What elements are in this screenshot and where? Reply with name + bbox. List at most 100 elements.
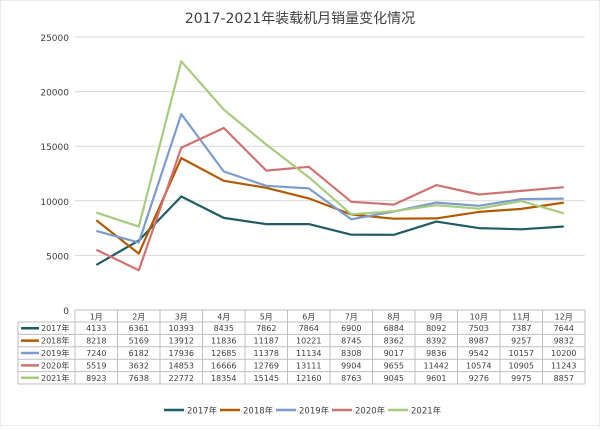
data-label: 11836 (211, 337, 236, 346)
legend-label: 2017年 (187, 406, 218, 417)
data-label: 9276 (469, 374, 489, 383)
data-label: 8308 (341, 349, 361, 358)
series-line (95, 195, 564, 266)
series-line (95, 126, 564, 272)
series-line (96, 112, 564, 244)
data-label: 8987 (469, 337, 489, 346)
x-tick-label: 10月 (470, 313, 488, 322)
legend-label: 2019年 (299, 406, 330, 417)
data-label: 11378 (254, 349, 279, 358)
data-label: 9904 (341, 361, 361, 370)
data-label: 7644 (554, 324, 574, 333)
table-series-label: 2018年 (41, 336, 69, 346)
data-label: 10157 (509, 349, 534, 358)
data-label: 9975 (511, 374, 531, 383)
y-tick-label: 20000 (40, 89, 69, 99)
data-label: 11134 (296, 349, 321, 358)
y-tick-label: 15000 (40, 143, 69, 153)
y-tick-label: 5000 (46, 252, 69, 262)
x-tick-label: 9月 (430, 313, 443, 322)
data-label: 16666 (211, 361, 236, 370)
x-tick-label: 7月 (345, 313, 358, 322)
x-tick-label: 4月 (217, 313, 230, 322)
y-tick-label: 10000 (40, 198, 69, 208)
data-label: 12160 (296, 374, 321, 383)
data-label: 9257 (511, 337, 531, 346)
legend-label: 2020年 (355, 406, 386, 417)
data-label: 14853 (169, 361, 194, 370)
data-label: 6884 (384, 324, 404, 333)
legend-label: 2021年 (411, 406, 442, 417)
x-tick-label: 1月 (90, 313, 103, 322)
data-label: 8218 (86, 337, 106, 346)
data-label: 6900 (341, 324, 361, 333)
chart-title: 2017-2021年装载机月销量变化情况 (185, 11, 415, 27)
x-tick-label: 11月 (512, 313, 530, 322)
data-label: 5519 (86, 361, 106, 370)
data-label: 13912 (169, 337, 194, 346)
data-label: 8392 (426, 337, 446, 346)
data-label: 3632 (129, 361, 149, 370)
data-table: 1月 2月 3月 4月 5月 6月 7月 8月 9月 10月 11月 12月 2017年 4133 6361… (17, 309, 586, 385)
x-tick-label: 3月 (175, 313, 188, 322)
legend: 2017年 2018年 2019年 2020年 2021年 (164, 406, 442, 417)
data-label: 11442 (424, 361, 449, 370)
x-tick-label: 5月 (260, 313, 273, 322)
data-label: 12769 (254, 361, 279, 370)
data-label: 8435 (214, 324, 234, 333)
x-tick-label: 2月 (132, 313, 145, 322)
data-label: 12685 (211, 349, 236, 358)
data-label: 5169 (129, 337, 149, 346)
table-series-label: 2021年 (41, 373, 69, 383)
data-label: 9017 (384, 349, 404, 358)
data-label: 9045 (384, 374, 404, 383)
table-series-label: 2019年 (41, 348, 69, 358)
y-tick-label: 0 (63, 307, 69, 317)
data-label: 8092 (426, 324, 446, 333)
data-label: 10393 (169, 324, 194, 333)
data-label: 4133 (86, 324, 106, 333)
data-label: 9836 (426, 349, 446, 358)
data-label: 7387 (511, 324, 531, 333)
data-label: 17936 (169, 349, 194, 358)
data-label: 13111 (296, 361, 321, 370)
table-series-label: 2017年 (41, 323, 69, 333)
data-label: 7862 (256, 324, 276, 333)
series-line (95, 157, 564, 255)
data-label: 7638 (129, 374, 149, 383)
data-label: 11243 (551, 361, 576, 370)
data-label: 10200 (551, 349, 576, 358)
data-label: 8362 (384, 337, 404, 346)
y-axis: 0 5000 10000 15000 20000 25000 (40, 34, 69, 317)
x-tick-label: 6月 (302, 313, 315, 322)
data-label: 9655 (384, 361, 404, 370)
data-label: 6182 (129, 349, 149, 358)
data-label: 7503 (469, 324, 489, 333)
data-label: 8763 (341, 374, 361, 383)
x-tick-label: 8月 (387, 313, 400, 322)
legend-label: 2018年 (243, 406, 274, 417)
data-label: 10905 (509, 361, 534, 370)
data-label: 18354 (211, 374, 236, 383)
data-label: 22772 (169, 374, 194, 383)
data-label: 15145 (254, 374, 279, 383)
data-label: 10574 (466, 361, 491, 370)
data-label: 6361 (129, 324, 149, 333)
data-label: 9601 (426, 374, 446, 383)
data-label: 8745 (341, 337, 361, 346)
data-label: 7240 (86, 349, 106, 358)
series-lines (95, 60, 565, 272)
table-series-label: 2020年 (41, 360, 69, 370)
series-line (95, 60, 565, 228)
data-label: 8857 (554, 374, 574, 383)
data-label: 9832 (554, 337, 574, 346)
x-tick-label: 12月 (555, 313, 573, 322)
data-label: 9542 (469, 349, 489, 358)
data-label: 7864 (299, 324, 319, 333)
data-label: 11187 (254, 337, 279, 346)
data-label: 8923 (86, 374, 106, 383)
data-label: 10221 (296, 337, 321, 346)
y-tick-label: 25000 (40, 34, 69, 44)
